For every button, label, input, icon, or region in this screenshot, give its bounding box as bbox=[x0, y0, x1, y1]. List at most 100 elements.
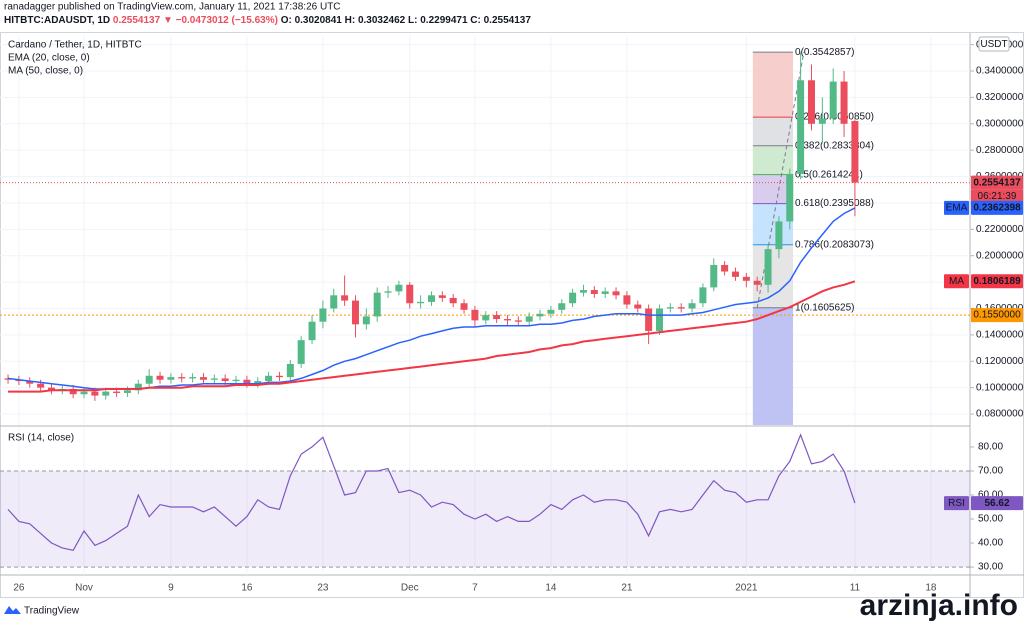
candle-body bbox=[427, 295, 435, 302]
symbol-line: HITBTC:ADAUSDT, 1D 0.2554137 ▼ −0.047301… bbox=[4, 15, 531, 26]
candle-body bbox=[417, 301, 425, 304]
currency-box[interactable] bbox=[978, 36, 1010, 52]
hline-label: 0.1550000 bbox=[973, 310, 1021, 321]
y-tick-label: 70.00 bbox=[978, 466, 1003, 477]
candle-body bbox=[634, 304, 642, 309]
candle-body bbox=[764, 249, 772, 285]
candle-body bbox=[80, 391, 88, 395]
candle-body bbox=[113, 391, 121, 393]
y-tick-label: 0.3400000 bbox=[976, 66, 1024, 77]
candle-body bbox=[493, 315, 501, 320]
y-tick-label: 0.2000000 bbox=[976, 250, 1024, 261]
candle-body bbox=[406, 284, 414, 304]
rsi-tag bbox=[944, 496, 969, 511]
indicator-value: 0.2362398 bbox=[973, 203, 1021, 214]
brand: TradingView bbox=[24, 606, 80, 617]
candle-body bbox=[525, 316, 533, 322]
candle-body bbox=[134, 383, 142, 391]
candle-body bbox=[232, 379, 240, 382]
candle-body bbox=[742, 276, 750, 281]
indicator-badge bbox=[971, 274, 1023, 289]
candle-body bbox=[666, 307, 674, 309]
candle-body bbox=[91, 391, 99, 396]
x-tick-label: 23 bbox=[317, 583, 329, 594]
candle-body bbox=[384, 291, 392, 293]
indicator-tag bbox=[944, 274, 969, 289]
candle-body bbox=[178, 377, 186, 379]
x-tick-label: 14 bbox=[545, 583, 557, 594]
rsi-band bbox=[0, 470, 970, 568]
y-tick-label: 50.00 bbox=[978, 514, 1003, 525]
hline-badge bbox=[971, 308, 1023, 323]
candle-body bbox=[645, 308, 653, 331]
candle-body bbox=[167, 377, 175, 380]
countdown-badge bbox=[971, 189, 1023, 203]
rsi-value: 56.62 bbox=[984, 498, 1009, 509]
candle-body bbox=[579, 290, 587, 293]
candle-body bbox=[449, 297, 457, 304]
candle-body bbox=[210, 378, 218, 380]
tradingview-logo: TradingView bbox=[4, 606, 80, 617]
candle-body bbox=[807, 80, 815, 124]
candle-body bbox=[254, 381, 262, 384]
candle-body bbox=[123, 390, 131, 393]
candle-body bbox=[677, 307, 685, 309]
logo-icon bbox=[4, 606, 21, 614]
x-tick-label: 26 bbox=[13, 583, 25, 594]
candle-body bbox=[818, 118, 826, 124]
fib-label: 0.5(0.2614241) bbox=[795, 169, 863, 180]
rsi-legend: RSI (14, close) bbox=[8, 433, 74, 444]
candle-body bbox=[753, 280, 761, 285]
y-tick-label: 0.2800000 bbox=[976, 145, 1024, 156]
x-tick-label: Dec bbox=[401, 583, 419, 594]
y-tick-label: 0.1200000 bbox=[976, 356, 1024, 367]
candle-body bbox=[47, 387, 55, 391]
candle-body bbox=[330, 295, 338, 309]
candle-body bbox=[438, 295, 446, 298]
y-tick-label: 60.00 bbox=[978, 490, 1003, 501]
indicator-badge bbox=[971, 200, 1023, 215]
candle-body bbox=[37, 383, 45, 388]
currency[interactable]: USDT bbox=[980, 39, 1007, 50]
candle-body bbox=[373, 292, 381, 317]
y-tick-label: 0.1000000 bbox=[976, 382, 1024, 393]
fib-extension bbox=[752, 307, 794, 425]
candle-body bbox=[275, 375, 283, 378]
indicator-value: 0.1806189 bbox=[973, 276, 1021, 287]
candle-body bbox=[786, 173, 794, 222]
indicator-tag-label: MA bbox=[949, 276, 964, 287]
candle-body bbox=[699, 287, 707, 304]
y-tick-label: 40.00 bbox=[978, 538, 1003, 549]
last-price-badge bbox=[971, 175, 1023, 190]
ohlc: O: 0.3020841 H: 0.3032462 L: 0.2299471 C… bbox=[281, 15, 532, 26]
candle-body bbox=[189, 377, 197, 379]
watermark: arzinja.info bbox=[860, 589, 1018, 622]
y-tick-label: 0.3200000 bbox=[976, 92, 1024, 103]
candle-body bbox=[569, 292, 577, 304]
candle-body bbox=[721, 264, 729, 272]
last-price-value: 0.2554137 bbox=[973, 177, 1021, 188]
x-tick-label: 7 bbox=[472, 583, 478, 594]
rsi-line bbox=[7, 433, 856, 551]
indicator-tag-label: EMA bbox=[946, 203, 968, 214]
indicator-line bbox=[8, 280, 856, 393]
quote: 0.2554137 ▼ −0.0473012 (−15.63%) bbox=[113, 15, 278, 26]
fib-label: 0.382(0.2833304) bbox=[795, 140, 874, 151]
x-tick-label: 9 bbox=[168, 583, 174, 594]
y-tick-label: 0.0800000 bbox=[976, 409, 1024, 420]
rsi-badge bbox=[971, 496, 1023, 511]
candle-body bbox=[851, 121, 859, 183]
candle-body bbox=[286, 363, 294, 378]
candle-body bbox=[156, 375, 164, 380]
fib-label: 0.786(0.2083073) bbox=[795, 239, 874, 250]
fib-label: 1(0.1605625) bbox=[795, 302, 855, 313]
rsi-tag-label: RSI bbox=[948, 498, 965, 509]
candle-body bbox=[840, 81, 848, 124]
ma-legend: MA (50, close, 0) bbox=[8, 66, 83, 77]
y-tick-label: 0.3000000 bbox=[976, 118, 1024, 129]
candle-body bbox=[395, 284, 403, 292]
plot: 26 Nov 9 16 23 Dec 7 14 21 2021 11 18 0.0800000 0.100… bbox=[0, 33, 1024, 598]
candle-body bbox=[775, 221, 783, 250]
ema-legend: EMA (20, close, 0) bbox=[8, 53, 90, 64]
